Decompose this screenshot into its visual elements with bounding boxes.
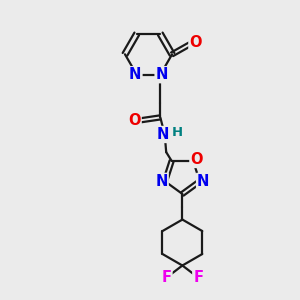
Text: N: N [157,127,170,142]
Text: N: N [156,67,168,82]
Text: O: O [189,35,202,50]
Text: N: N [155,174,168,189]
Text: N: N [197,174,209,189]
Text: F: F [193,270,203,285]
Text: N: N [129,67,142,82]
Text: F: F [161,270,172,285]
Text: H: H [172,126,183,139]
Text: O: O [128,113,141,128]
Text: O: O [190,152,203,167]
